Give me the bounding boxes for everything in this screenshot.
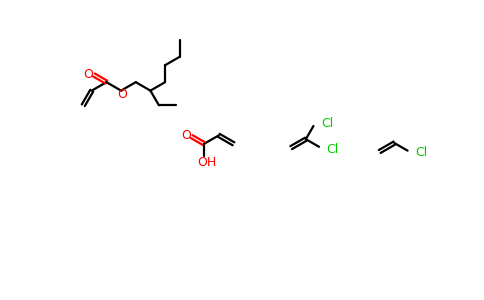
Text: O: O bbox=[182, 129, 191, 142]
Text: Cl: Cl bbox=[327, 142, 339, 156]
Text: O: O bbox=[118, 88, 128, 101]
Text: OH: OH bbox=[197, 156, 216, 169]
Text: O: O bbox=[84, 68, 93, 81]
Text: Cl: Cl bbox=[415, 146, 427, 160]
Text: Cl: Cl bbox=[321, 117, 333, 130]
